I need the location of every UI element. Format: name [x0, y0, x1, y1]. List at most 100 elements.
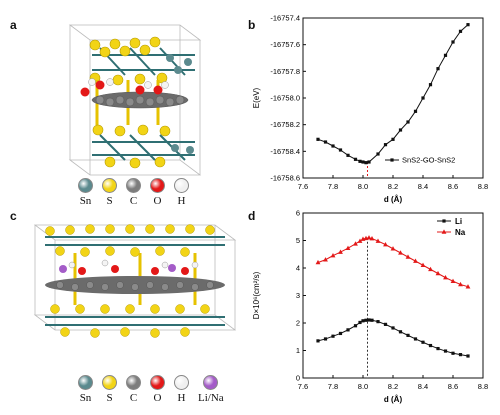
x-tick-label: 8.8 — [478, 182, 488, 191]
data-point — [361, 319, 365, 323]
y-tick-label: -16758.6 — [270, 174, 300, 183]
legend-marker — [442, 219, 446, 223]
data-point — [390, 246, 396, 251]
data-point — [370, 318, 374, 322]
data-point — [428, 343, 433, 348]
data-point — [323, 337, 328, 341]
data-point — [345, 245, 351, 250]
data-point — [406, 120, 410, 124]
x-tick-label: 8.2 — [388, 182, 398, 191]
x-tick-label: 7.8 — [328, 182, 338, 191]
data-point — [338, 249, 343, 254]
data-point — [366, 235, 372, 240]
x-tick-label: 8.8 — [478, 382, 488, 391]
atom-ball-icon — [102, 375, 117, 390]
data-point — [361, 160, 365, 164]
legend-label: H — [177, 392, 186, 404]
y-tick-label: -16757.4 — [270, 14, 300, 23]
data-point — [451, 40, 455, 44]
data-point — [428, 266, 433, 272]
y-tick-label: 4 — [296, 264, 300, 273]
legend-marker — [390, 158, 394, 162]
data-point — [443, 275, 448, 280]
legend-marker — [441, 229, 447, 234]
atom-ball-icon — [126, 178, 141, 193]
data-point — [458, 353, 463, 357]
legend-item-sn: Sn — [78, 375, 93, 404]
data-point — [413, 258, 418, 263]
y-tick-label: 2 — [296, 319, 300, 328]
x-tick-label: 8.0 — [358, 382, 368, 391]
legend-label: C — [129, 195, 138, 207]
element-legend-a: Sn S C O H — [78, 178, 198, 207]
y-tick-label: 3 — [296, 291, 300, 300]
y-axis-label: E(eV) — [252, 87, 261, 108]
data-point — [465, 284, 471, 289]
data-point — [367, 318, 371, 322]
go-layer — [45, 259, 225, 294]
legend-item-o: O — [150, 178, 165, 207]
data-point — [338, 331, 343, 336]
y-tick-label: 0 — [296, 374, 300, 383]
data-point — [428, 83, 433, 87]
data-point — [413, 337, 418, 341]
data-point — [436, 346, 440, 351]
panel-label: d — [248, 209, 256, 223]
x-tick-label: 8.0 — [358, 182, 368, 191]
legend-label: S — [106, 392, 113, 404]
data-point — [420, 262, 426, 268]
data-point — [451, 351, 455, 355]
legend-label: Li — [455, 217, 462, 226]
y-tick-label: -16758.4 — [270, 147, 300, 156]
data-point — [364, 318, 368, 322]
data-point — [466, 23, 470, 27]
y-tick-label: -16758.0 — [270, 94, 300, 103]
atom-ball-icon — [174, 375, 189, 390]
data-point — [323, 257, 328, 262]
x-axis-label: d (Å) — [384, 395, 403, 404]
sns2-top-layer — [89, 36, 195, 86]
data-point — [443, 349, 448, 353]
data-point — [353, 157, 358, 161]
go-layer — [80, 78, 189, 109]
x-tick-label: 7.6 — [298, 182, 308, 191]
data-point — [330, 253, 336, 258]
x-tick-label: 8.6 — [448, 382, 458, 391]
legend-item-c: C — [126, 375, 141, 404]
panel-b: b 7.6 7.8 8.0 8.2 8.4 8.6 8.8 -16757.4 -16757.6 -… — [245, 0, 500, 205]
data-point — [346, 328, 350, 332]
data-point — [316, 137, 320, 141]
panel-label: b — [248, 18, 256, 32]
legend-label: Na — [455, 228, 466, 237]
legend-item-s: S — [102, 375, 117, 404]
legend-label: H — [177, 195, 186, 207]
data-point — [316, 339, 320, 343]
data-point — [358, 159, 362, 163]
data-point — [383, 242, 388, 247]
legend-label: S — [106, 195, 113, 207]
data-point — [398, 330, 403, 334]
panel-a: a — [0, 0, 245, 207]
legend-item-c: C — [126, 178, 141, 207]
data-point — [383, 322, 388, 326]
atom-ball-icon — [102, 178, 117, 193]
sns2-bottom-layer — [92, 124, 195, 169]
data-point — [398, 250, 403, 255]
x-tick-label: 7.8 — [328, 382, 338, 391]
legend-label: Li/Na — [198, 392, 224, 404]
legend-item-o: O — [150, 375, 165, 404]
x-tick-label: 8.4 — [418, 382, 428, 391]
panel-label: a — [10, 18, 17, 32]
x-tick-label: 8.6 — [448, 182, 458, 191]
x-tick-label: 8.2 — [388, 382, 398, 391]
data-point — [466, 354, 470, 358]
data-point — [346, 153, 350, 157]
legend-label: SnS2-GO-SnS2 — [402, 156, 455, 165]
y-tick-label: -16758.2 — [270, 120, 300, 129]
atom-ball-icon — [150, 375, 165, 390]
sns2-top-layer — [45, 224, 225, 257]
data-point — [435, 270, 441, 276]
structure-a-image — [68, 24, 202, 176]
energy-chart: 7.6 7.8 8.0 8.2 8.4 8.6 8.8 -16757.4 -16757.6 -16… — [252, 14, 488, 205]
plot-frame — [302, 17, 484, 179]
